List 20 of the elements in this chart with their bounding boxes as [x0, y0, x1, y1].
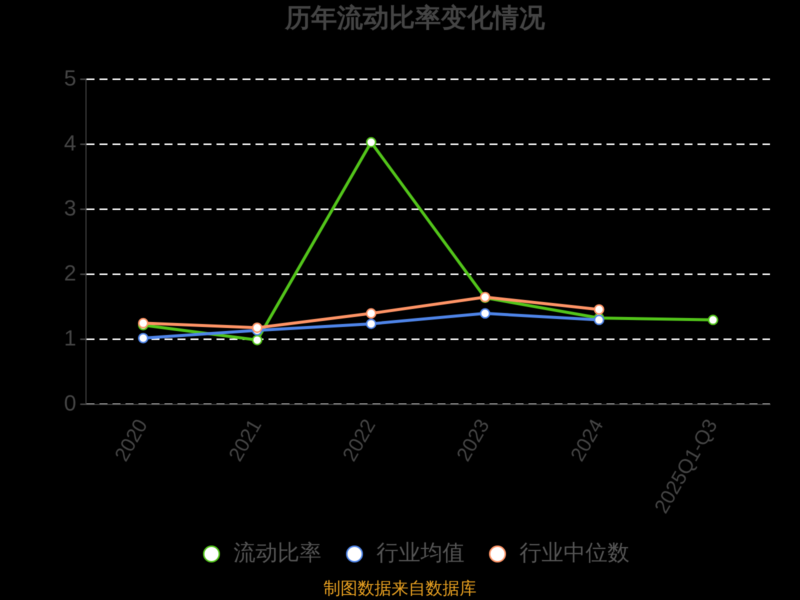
legend-label: 行业均值 — [376, 540, 464, 566]
y-tick-label: 5 — [64, 65, 76, 90]
text: 制图数据来自数据库 — [322, 578, 478, 600]
point — [138, 332, 148, 344]
point — [708, 314, 718, 326]
point — [252, 334, 262, 346]
point — [366, 308, 376, 319]
y-tick-label: 2 — [64, 260, 76, 286]
y-tick-label: 3 — [64, 195, 76, 220]
point — [594, 304, 604, 315]
chart-title: 历年流动比率变化情况 — [284, 3, 546, 34]
point — [366, 137, 376, 148]
y-tick-label: 0 — [64, 390, 76, 416]
legend-label: 行业中位数 — [520, 540, 630, 566]
point — [366, 318, 376, 330]
legend-label: 流动比率 — [234, 540, 322, 566]
point — [480, 308, 490, 319]
y-tick-label: 1 — [64, 325, 76, 350]
point — [252, 322, 262, 333]
y-tick-label: 4 — [64, 130, 76, 156]
